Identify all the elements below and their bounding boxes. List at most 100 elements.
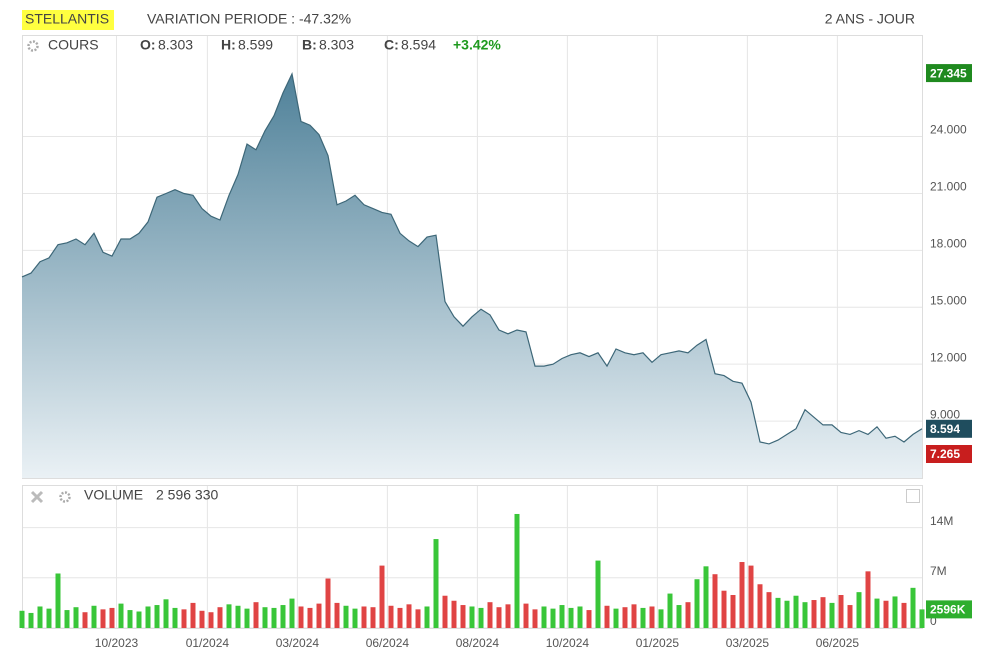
volume-bar [685, 602, 691, 628]
volume-bar [604, 605, 610, 628]
y-tick-label: 7M [930, 564, 947, 578]
volume-bar [847, 605, 853, 628]
ohlc-label: C: [384, 37, 399, 53]
volume-bar [694, 579, 700, 628]
low-badge-label: 7.265 [930, 447, 960, 461]
volume-bar [379, 565, 385, 628]
volume-bar [55, 573, 61, 628]
volume-bar [856, 592, 862, 628]
volume-bar [64, 610, 70, 628]
volume-bar [730, 595, 736, 628]
volume-bar [766, 592, 772, 628]
volume-bar [541, 606, 547, 628]
volume-bar [406, 604, 412, 628]
close-icon[interactable] [30, 490, 44, 504]
gear-icon[interactable] [27, 40, 39, 52]
volume-bar [910, 587, 916, 628]
volume-bar [145, 606, 151, 628]
subtitle: VARIATION PERIODE : -47.32% [147, 11, 351, 27]
volume-bar [325, 578, 331, 628]
change: +3.42% [453, 37, 501, 53]
volume-bar [181, 609, 187, 628]
checkbox[interactable] [906, 489, 920, 503]
volume-bar [307, 607, 313, 628]
volume-bar [532, 609, 538, 628]
volume-title: VOLUME [84, 487, 143, 503]
volume-bar [820, 597, 826, 628]
high-badge-label: 27.345 [930, 66, 967, 80]
volume-bar [613, 608, 619, 628]
volume-bar [838, 595, 844, 628]
volume-bar [757, 584, 763, 628]
volume-bar [100, 609, 106, 628]
ohlc-value: 8.594 [401, 37, 436, 53]
volume-bar [892, 596, 898, 628]
volume-bar [163, 599, 169, 628]
volume-bar [316, 603, 322, 628]
volume-bar [280, 605, 286, 628]
low-badge [926, 445, 972, 464]
volume-bar [172, 607, 178, 628]
high-badge [926, 64, 972, 83]
y-tick-label: 9.000 [930, 407, 960, 421]
x-tick-label: 08/2024 [456, 636, 500, 650]
last-badge-label: 8.594 [930, 422, 960, 436]
volume-bar [631, 604, 637, 628]
volume-badge [926, 600, 972, 619]
volume-bar [550, 608, 556, 628]
y-tick-label: 12.000 [930, 350, 967, 364]
title: STELLANTIS [25, 11, 109, 27]
x-tick-label: 06/2024 [366, 636, 410, 650]
volume-bar [451, 600, 457, 628]
volume-bar [217, 607, 223, 628]
y-tick-label: 14M [930, 514, 953, 528]
volume-bar [703, 566, 709, 628]
volume-bar [253, 602, 259, 628]
volume-bar [748, 565, 754, 628]
x-tick-label: 10/2024 [546, 636, 590, 650]
volume-bar [667, 593, 673, 628]
volume-bar [712, 574, 718, 628]
volume-bar [442, 595, 448, 628]
volume-bar [343, 605, 349, 628]
volume-bar [478, 607, 484, 628]
volume-bar [271, 607, 277, 628]
volume-bar [640, 607, 646, 628]
y-tick-label: 15.000 [930, 293, 967, 307]
volume-bar [199, 610, 205, 628]
legend: COURS [48, 37, 99, 53]
volume-bar [352, 608, 358, 628]
volume-bar [676, 605, 682, 628]
volume-bar [433, 539, 439, 628]
ohlc-value: 8.303 [158, 37, 193, 53]
x-tick-label: 03/2025 [726, 636, 770, 650]
ohlc-label: B: [302, 37, 317, 53]
volume-bar [136, 611, 142, 628]
volume-bar [118, 603, 124, 628]
volume-bar [559, 605, 565, 628]
volume-bar [919, 609, 925, 628]
y-tick-label: 0 [930, 614, 937, 628]
period: 2 ANS - JOUR [825, 11, 915, 27]
volume-bar [37, 606, 43, 628]
volume-bar [793, 595, 799, 628]
volume-bar [775, 597, 781, 628]
volume-bar [829, 602, 835, 628]
y-tick-label: 18.000 [930, 237, 967, 251]
volume-bar [505, 604, 511, 628]
volume-bar [784, 600, 790, 628]
volume-bar [424, 606, 430, 628]
gear-icon[interactable] [59, 491, 71, 503]
volume-bar [91, 605, 97, 628]
volume-bar [397, 607, 403, 628]
volume-bar [469, 606, 475, 628]
ohlc-label: H: [221, 37, 236, 53]
volume-bar [109, 607, 115, 628]
volume-current: 2 596 330 [156, 487, 218, 503]
y-tick-label: 21.000 [930, 180, 967, 194]
volume-bar [523, 603, 529, 628]
area-fill [22, 73, 922, 479]
volume-bar [460, 605, 466, 628]
